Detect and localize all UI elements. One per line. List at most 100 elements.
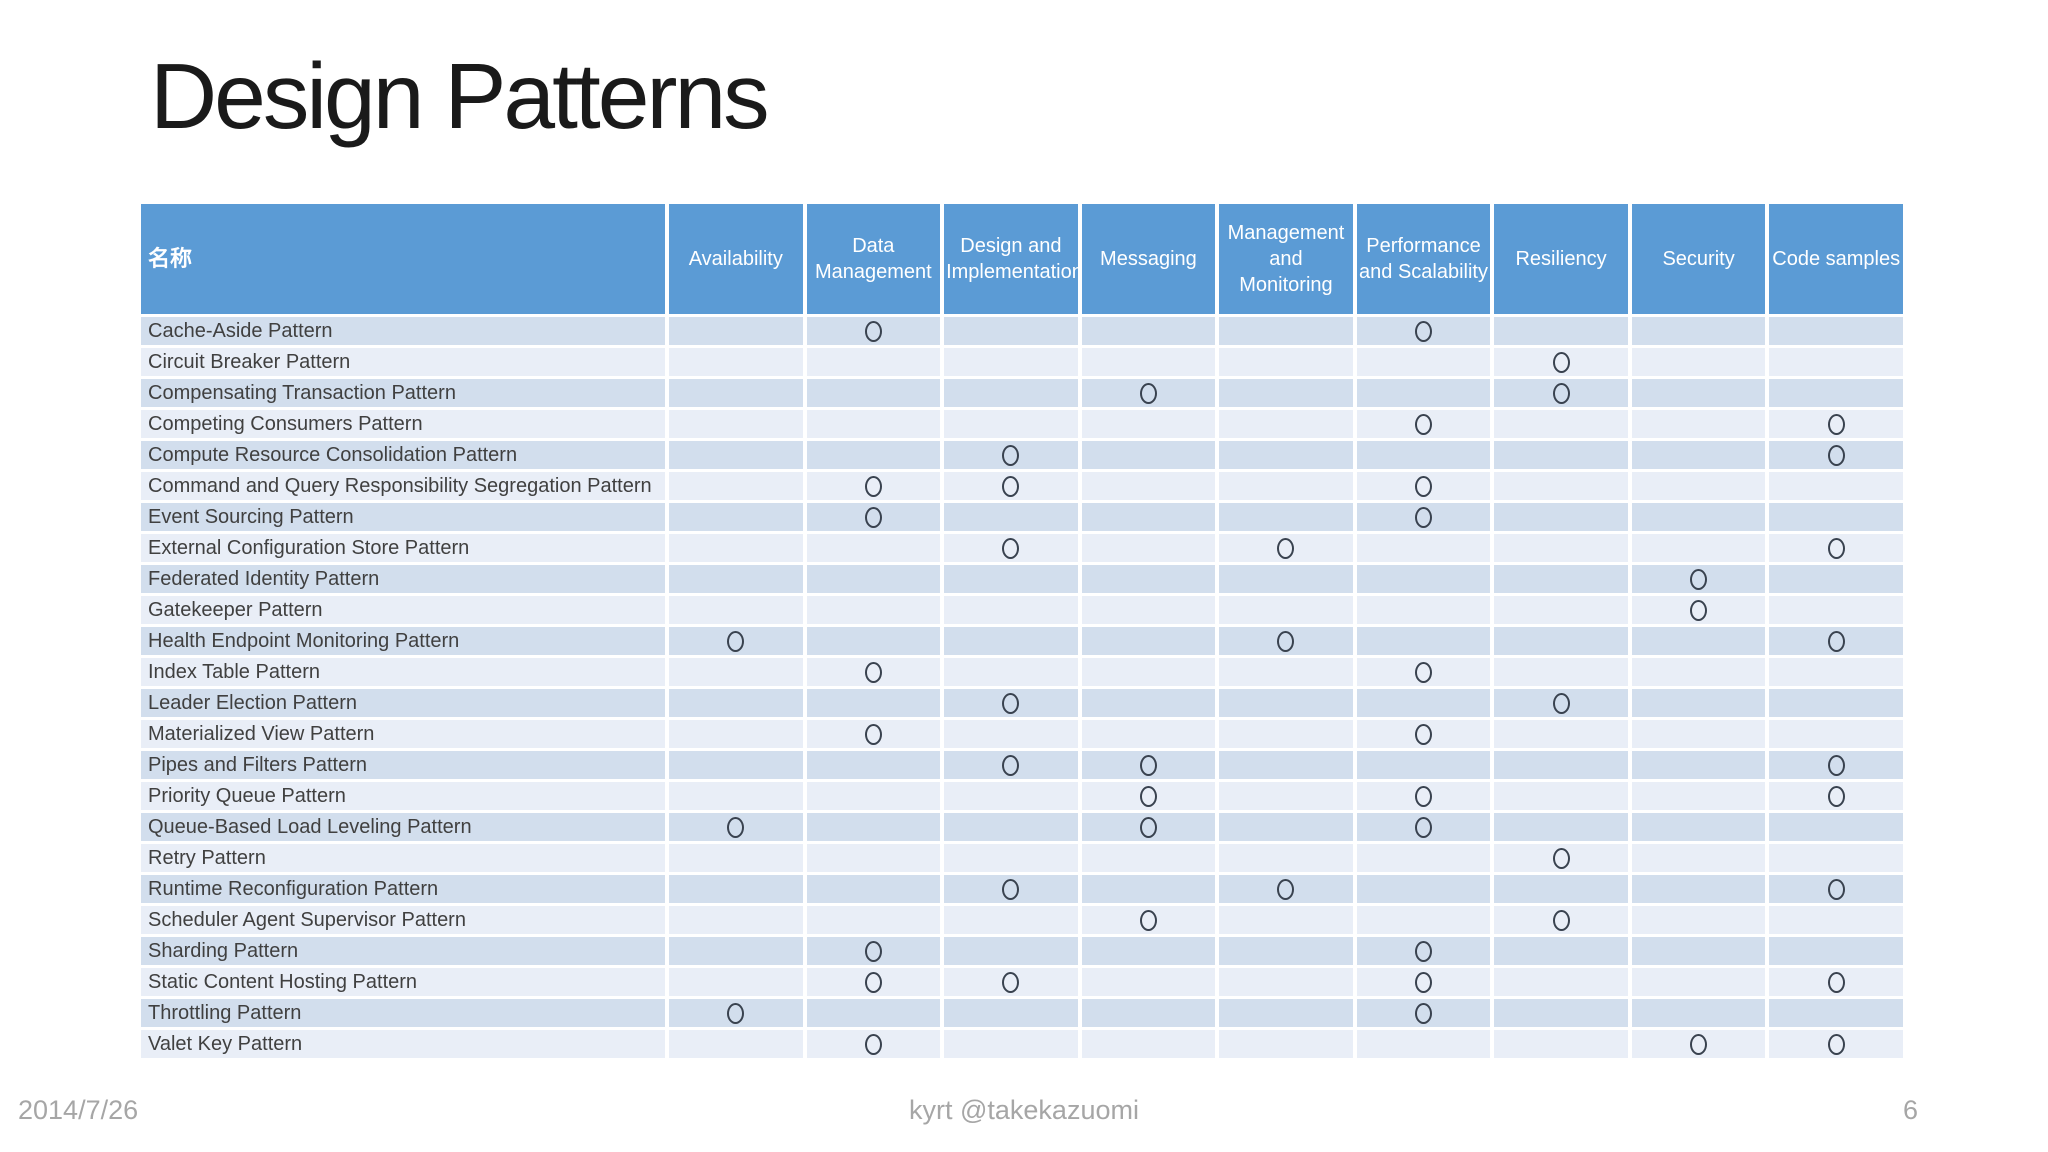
pattern-name: Sharding Pattern <box>141 937 665 965</box>
mark-cell <box>669 596 803 624</box>
column-header: Messaging <box>1081 204 1216 314</box>
column-header: Performance and Scalability <box>1356 204 1491 314</box>
pattern-row: Index Table Pattern <box>141 658 1903 686</box>
mark-cell <box>806 875 941 903</box>
mark-cell <box>806 503 941 531</box>
pattern-row: Leader Election Pattern <box>141 689 1903 717</box>
circle-mark-icon <box>1552 847 1570 869</box>
circle-mark-icon <box>1827 971 1845 993</box>
pattern-row: Sharding Pattern <box>141 937 1903 965</box>
column-header: Design and Implementation <box>944 204 1078 314</box>
pattern-name: Compensating Transaction Pattern <box>141 379 665 407</box>
mark-cell <box>669 782 803 810</box>
pattern-row: Static Content Hosting Pattern <box>141 968 1903 996</box>
mark-cell <box>1631 1030 1766 1058</box>
mark-cell <box>1081 844 1216 872</box>
circle-mark-icon <box>1827 413 1845 435</box>
pattern-row: Retry Pattern <box>141 844 1903 872</box>
column-header: Management and Monitoring <box>1219 204 1353 314</box>
mark-cell <box>944 348 1078 376</box>
mark-cell <box>1769 317 1903 345</box>
circle-mark-icon <box>1552 351 1570 373</box>
mark-cell <box>1356 348 1491 376</box>
mark-cell <box>1769 813 1903 841</box>
mark-cell <box>669 534 803 562</box>
circle-mark-icon <box>1415 1002 1432 1024</box>
mark-cell <box>1494 410 1628 438</box>
mark-cell <box>806 782 941 810</box>
mark-cell <box>1081 627 1216 655</box>
mark-cell <box>669 875 803 903</box>
pattern-name: Gatekeeper Pattern <box>141 596 665 624</box>
mark-cell <box>1219 999 1353 1027</box>
pattern-row: Health Endpoint Monitoring Pattern <box>141 627 1903 655</box>
circle-mark-icon <box>1415 785 1432 807</box>
mark-cell <box>1356 565 1491 593</box>
mark-cell <box>1356 999 1491 1027</box>
mark-cell <box>944 379 1078 407</box>
mark-cell <box>1769 627 1903 655</box>
circle-mark-icon <box>1139 909 1157 931</box>
pattern-name: Compute Resource Consolidation Pattern <box>141 441 665 469</box>
mark-cell <box>1356 1030 1491 1058</box>
pattern-row: Circuit Breaker Pattern <box>141 348 1903 376</box>
mark-cell <box>944 813 1078 841</box>
mark-cell <box>1494 348 1628 376</box>
pattern-row: Runtime Reconfiguration Pattern <box>141 875 1903 903</box>
mark-cell <box>1769 751 1903 779</box>
mark-cell <box>1494 658 1628 686</box>
circle-mark-icon <box>1277 537 1295 559</box>
mark-cell <box>1494 937 1628 965</box>
pattern-row: Compute Resource Consolidation Pattern <box>141 441 1903 469</box>
mark-cell <box>669 906 803 934</box>
mark-cell <box>806 658 941 686</box>
mark-cell <box>806 596 941 624</box>
circle-mark-icon <box>864 320 882 342</box>
mark-cell <box>1081 472 1216 500</box>
column-header: Availability <box>669 204 803 314</box>
mark-cell <box>1219 937 1353 965</box>
circle-mark-icon <box>1002 692 1020 714</box>
mark-cell <box>1769 565 1903 593</box>
mark-cell <box>944 596 1078 624</box>
mark-cell <box>1081 782 1216 810</box>
mark-cell <box>944 472 1078 500</box>
mark-cell <box>1219 379 1353 407</box>
mark-cell <box>944 782 1078 810</box>
mark-cell <box>1769 875 1903 903</box>
mark-cell <box>1219 410 1353 438</box>
mark-cell <box>806 906 941 934</box>
mark-cell <box>944 317 1078 345</box>
mark-cell <box>806 937 941 965</box>
pattern-name: Leader Election Pattern <box>141 689 665 717</box>
mark-cell <box>1494 844 1628 872</box>
mark-cell <box>1769 379 1903 407</box>
mark-cell <box>1631 689 1766 717</box>
mark-cell <box>1631 565 1766 593</box>
mark-cell <box>1356 844 1491 872</box>
mark-cell <box>1769 720 1903 748</box>
circle-mark-icon <box>1415 506 1432 528</box>
mark-cell <box>1769 410 1903 438</box>
mark-cell <box>1219 503 1353 531</box>
mark-cell <box>1356 751 1491 779</box>
mark-cell <box>1769 348 1903 376</box>
pattern-row: Materialized View Pattern <box>141 720 1903 748</box>
mark-cell <box>1219 782 1353 810</box>
mark-cell <box>1631 937 1766 965</box>
mark-cell <box>1769 999 1903 1027</box>
mark-cell <box>1631 379 1766 407</box>
circle-mark-icon <box>1002 878 1020 900</box>
column-header: Resiliency <box>1494 204 1628 314</box>
mark-cell <box>1356 720 1491 748</box>
mark-cell <box>1769 596 1903 624</box>
mark-cell <box>1769 472 1903 500</box>
mark-cell <box>944 875 1078 903</box>
pattern-name: Valet Key Pattern <box>141 1030 665 1058</box>
mark-cell <box>944 968 1078 996</box>
circle-mark-icon <box>864 940 882 962</box>
circle-mark-icon <box>1415 971 1432 993</box>
circle-mark-icon <box>1002 754 1020 776</box>
circle-mark-icon <box>864 661 882 683</box>
mark-cell <box>1631 720 1766 748</box>
